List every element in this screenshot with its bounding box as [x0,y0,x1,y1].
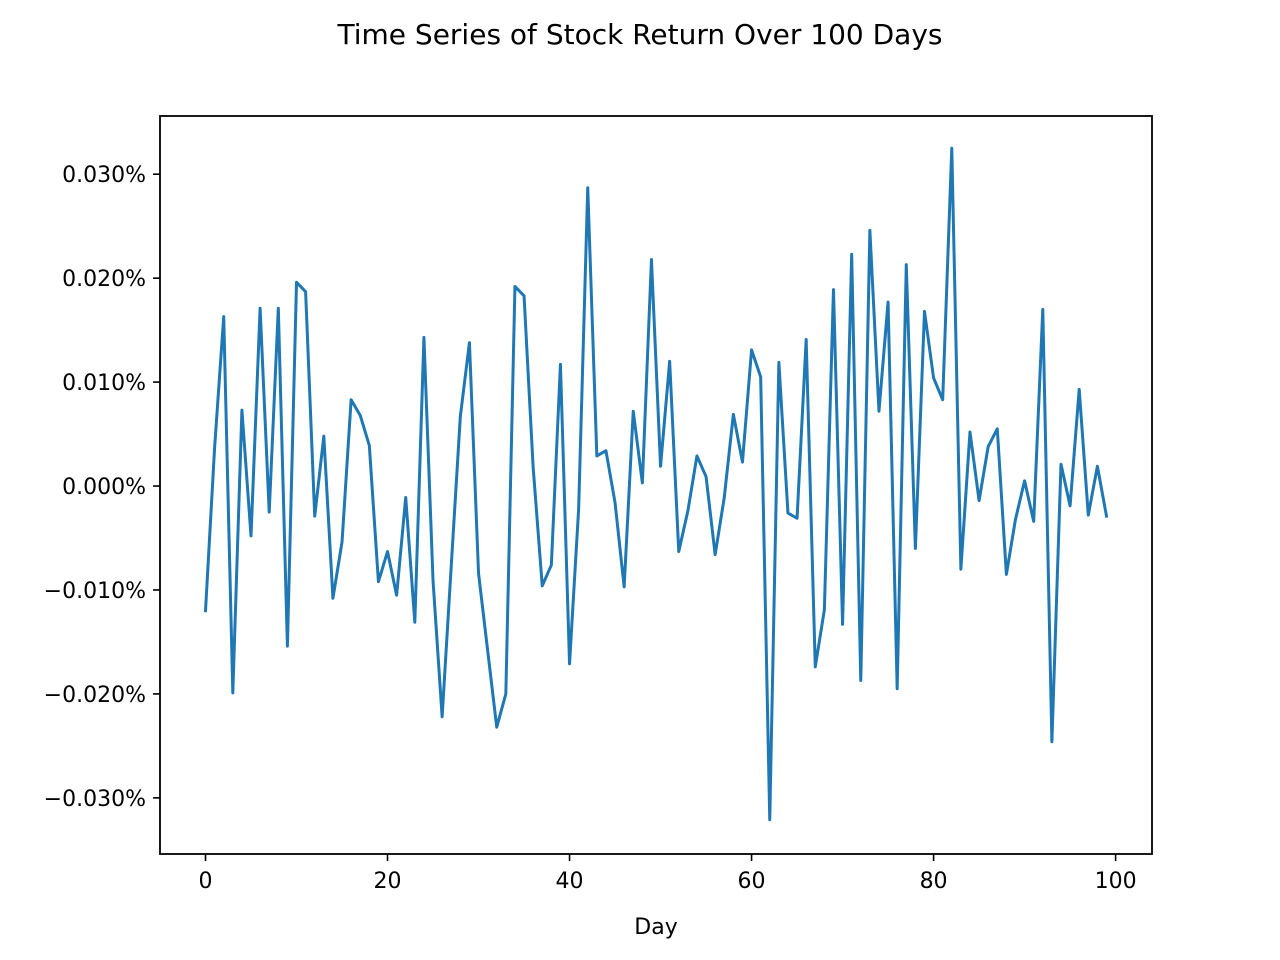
plot-area-frame [159,115,1153,855]
series-line [203,146,1109,822]
x-tick-label: 80 [920,869,948,894]
x-tick-label: 20 [374,869,402,894]
y-tick-label: 0.020% [62,267,146,292]
y-tick-label: −0.010% [44,579,146,604]
y-tick-label: 0.010% [62,371,146,396]
x-axis-label: Day [634,915,677,940]
x-tick-label: 60 [738,869,766,894]
x-tick-label: 40 [556,869,584,894]
y-tick-label: 0.000% [62,475,146,500]
y-tick-label: −0.020% [44,683,146,708]
x-axis-ticks: 0 20 40 60 80 100 [199,854,1137,894]
x-tick-label: 100 [1095,869,1137,894]
y-axis-ticks: −0.030% −0.020% −0.010% 0.000% 0.010% 0.020% 0… [44,163,160,812]
y-tick-label: −0.030% [44,787,146,812]
chart-title: Time Series of Stock Return Over 100 Day… [337,18,943,51]
x-tick-label: 0 [199,869,213,894]
y-tick-label: 0.030% [62,163,146,188]
